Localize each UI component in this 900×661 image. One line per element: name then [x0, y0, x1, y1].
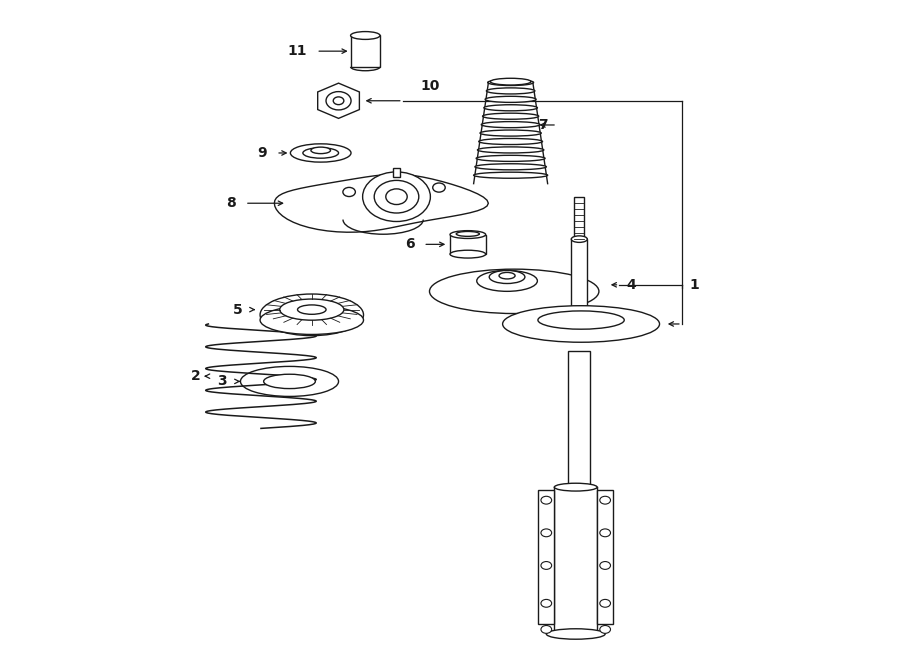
Bar: [554, 487, 597, 634]
Ellipse shape: [478, 147, 544, 153]
Ellipse shape: [490, 270, 525, 284]
Ellipse shape: [291, 144, 351, 162]
Circle shape: [541, 496, 552, 504]
Ellipse shape: [502, 305, 660, 342]
Text: 3: 3: [218, 374, 227, 389]
Ellipse shape: [429, 269, 598, 313]
Ellipse shape: [491, 78, 531, 85]
Bar: [538, 490, 554, 624]
Bar: [568, 352, 590, 487]
Text: 4: 4: [626, 278, 636, 292]
Circle shape: [326, 92, 351, 110]
Ellipse shape: [477, 270, 537, 292]
Circle shape: [599, 625, 610, 633]
Ellipse shape: [482, 113, 539, 119]
Circle shape: [386, 189, 407, 204]
Text: 11: 11: [288, 44, 307, 58]
Circle shape: [433, 183, 446, 192]
Text: 6: 6: [405, 237, 414, 251]
Circle shape: [363, 172, 430, 221]
Text: 9: 9: [257, 146, 267, 160]
Text: 8: 8: [226, 196, 236, 210]
Ellipse shape: [260, 294, 364, 336]
Ellipse shape: [546, 629, 605, 639]
Ellipse shape: [473, 172, 547, 178]
Ellipse shape: [450, 251, 486, 258]
Circle shape: [541, 600, 552, 607]
Text: 2: 2: [191, 369, 201, 383]
Ellipse shape: [554, 483, 597, 491]
Ellipse shape: [485, 97, 536, 102]
Ellipse shape: [280, 299, 344, 320]
Ellipse shape: [572, 236, 588, 243]
Circle shape: [599, 600, 610, 607]
Ellipse shape: [475, 164, 546, 170]
Text: 1: 1: [689, 278, 698, 292]
Bar: [574, 197, 584, 239]
Ellipse shape: [476, 155, 545, 161]
Circle shape: [333, 97, 344, 104]
Circle shape: [541, 529, 552, 537]
Circle shape: [599, 496, 610, 504]
Ellipse shape: [456, 231, 480, 237]
Ellipse shape: [480, 130, 541, 136]
Circle shape: [599, 529, 610, 537]
Ellipse shape: [499, 272, 515, 279]
Circle shape: [541, 562, 552, 569]
Ellipse shape: [303, 148, 338, 158]
Ellipse shape: [298, 305, 326, 315]
Bar: [597, 490, 613, 624]
Ellipse shape: [260, 305, 364, 334]
Bar: [351, 36, 380, 67]
Ellipse shape: [351, 32, 380, 40]
Ellipse shape: [310, 147, 330, 153]
Bar: [450, 235, 486, 254]
Circle shape: [343, 188, 356, 196]
Ellipse shape: [538, 311, 625, 329]
Bar: [393, 168, 400, 177]
Polygon shape: [318, 83, 359, 118]
Circle shape: [541, 625, 552, 633]
Ellipse shape: [264, 374, 315, 389]
Ellipse shape: [482, 122, 540, 128]
Ellipse shape: [488, 79, 534, 85]
Circle shape: [599, 562, 610, 569]
Ellipse shape: [484, 104, 537, 111]
Text: 10: 10: [420, 79, 440, 93]
Text: 7: 7: [538, 118, 548, 132]
Text: 5: 5: [232, 303, 242, 317]
Bar: [572, 239, 588, 324]
Polygon shape: [274, 175, 489, 232]
Ellipse shape: [240, 366, 338, 397]
Ellipse shape: [479, 138, 543, 145]
Circle shape: [374, 180, 418, 213]
Ellipse shape: [450, 231, 486, 239]
Ellipse shape: [486, 88, 535, 94]
